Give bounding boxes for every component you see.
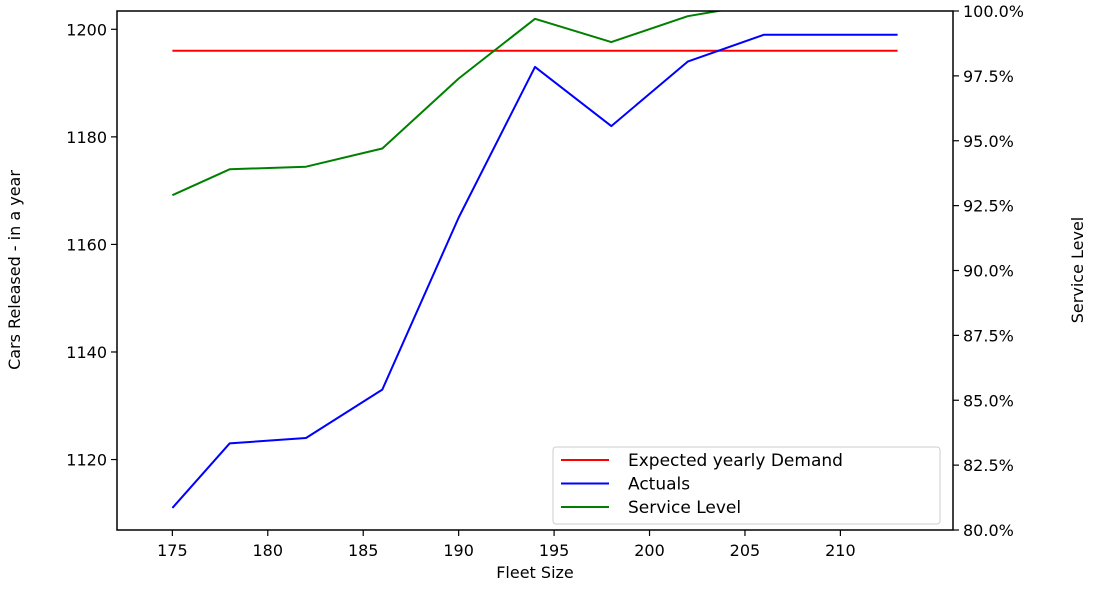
x-axis-label: Fleet Size [496, 563, 574, 582]
left-y-tick-label: 1140 [66, 343, 107, 362]
legend-label: Service Level [628, 498, 741, 518]
left-y-tick-label: 1180 [66, 128, 107, 147]
x-tick-label: 205 [730, 541, 761, 560]
x-tick-label: 180 [253, 541, 284, 560]
x-tick-label: 185 [348, 541, 379, 560]
legend-box [552, 446, 941, 525]
right-y-tick-label: 90.0% [963, 262, 1014, 281]
right-y-tick-label: 85.0% [963, 391, 1014, 410]
legend-label: Expected yearly Demand [628, 451, 843, 471]
series-line-service-level [171, 11, 725, 197]
x-tick-label: 195 [539, 541, 570, 560]
legend: Expected yearly Demand Actuals Service Lev… [552, 446, 941, 525]
x-tick-label: 190 [443, 541, 474, 560]
plot-frame [116, 10, 954, 531]
legend-label: Actuals [628, 475, 690, 495]
right-y-tick-label: 87.5% [963, 326, 1014, 345]
x-tick-label: 175 [157, 541, 188, 560]
right-y-axis-label: Service Level [1068, 217, 1087, 323]
left-y-tick-label: 1200 [66, 20, 107, 39]
series-group [171, 11, 898, 509]
x-tick-label: 200 [634, 541, 665, 560]
left-y-tick-label: 1120 [66, 451, 107, 470]
right-y-tick-label: 100.0% [963, 2, 1024, 21]
series-line-actuals [171, 33, 898, 509]
left-y-axis-label: Cars Released - in a year [5, 170, 24, 370]
right-y-tick-label: 82.5% [963, 456, 1014, 475]
left-y-tick-label: 1160 [66, 235, 107, 254]
x-tick-label: 210 [825, 541, 856, 560]
right-y-tick-label: 92.5% [963, 197, 1014, 216]
right-y-tick-label: 95.0% [963, 132, 1014, 151]
right-y-tick-label: 97.5% [963, 67, 1014, 86]
right-y-tick-label: 80.0% [963, 521, 1014, 540]
axis-labels-group: Fleet Size Cars Released - in a year Ser… [5, 170, 1087, 582]
axes-group: 175 180 185 190 195 200 205 210 1120 1140 1160 1180… [66, 2, 1024, 560]
